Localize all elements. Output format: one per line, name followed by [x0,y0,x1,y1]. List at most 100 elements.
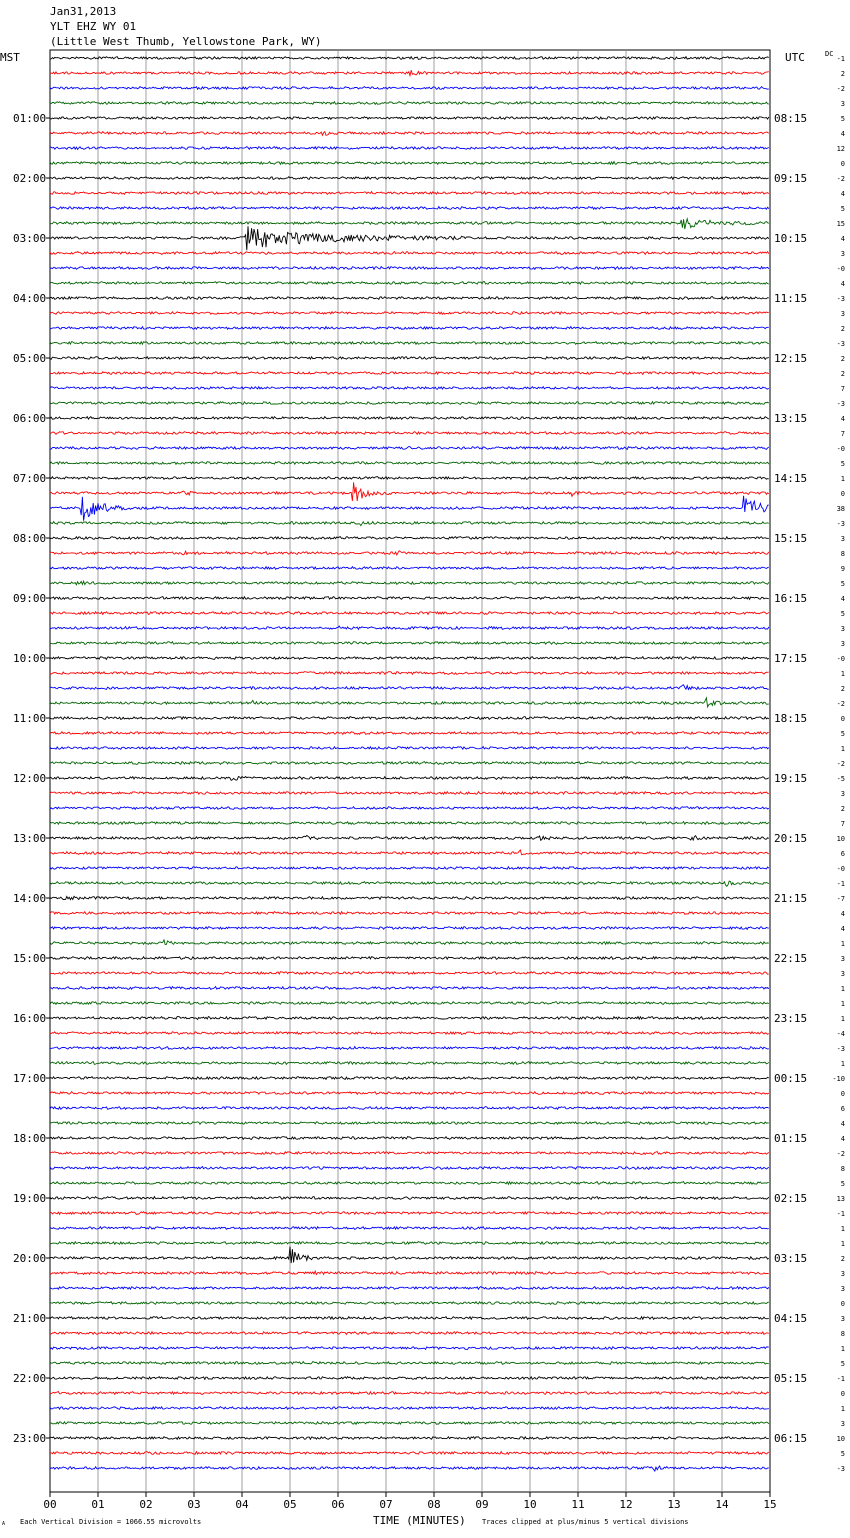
dc-offset-label: 4 [841,280,845,288]
seismic-trace-line [49,280,769,286]
right-hour-label: 04:15 [774,1312,807,1325]
right-hour-label: 03:15 [774,1252,807,1265]
dc-offset-label: -3 [837,400,845,408]
dc-offset-label: 7 [841,820,845,828]
seismic-trace-line [49,715,770,721]
dc-offset-label: 0 [841,1090,845,1098]
dc-offset-label: 4 [841,235,845,243]
dc-offset-label: 1 [841,940,845,948]
seismic-trace-line [49,640,770,646]
dc-offset-label: -10 [832,1075,845,1083]
dc-offset-label: 1 [841,745,845,753]
dc-offset-label: 3 [841,970,845,978]
seismic-trace-line [49,1180,769,1186]
seismic-trace-line [49,160,769,166]
seismic-trace-line [49,115,770,121]
footer-scale-note: Each Vertical Division = 1066.55 microvo… [20,1518,201,1526]
dc-offset-label: 6 [841,850,845,858]
dc-offset-label: 5 [841,730,845,738]
dc-offset-label: 1 [841,670,845,678]
seismic-trace-line [49,475,769,481]
seismic-trace-line [49,970,769,976]
left-hour-label: 15:00 [13,952,46,965]
x-tick-label: 10 [523,1498,536,1511]
seismic-trace-line [49,265,770,271]
left-hour-label: 18:00 [13,1132,46,1145]
left-hour-label: 01:00 [13,112,46,125]
seismic-trace-line [49,100,769,106]
x-tick-label: 12 [619,1498,632,1511]
x-tick-label: 01 [91,1498,104,1511]
left-hour-label: 13:00 [13,832,46,845]
left-hour-label: 04:00 [13,292,46,305]
seismic-trace-line [49,325,769,331]
seismic-trace-line [50,1450,770,1456]
seismic-trace-line [49,385,770,391]
x-tick-label: 09 [475,1498,488,1511]
seismic-trace-line [49,1405,769,1411]
seismic-trace-line [49,1195,770,1201]
x-tick-label: 11 [571,1498,584,1511]
seismic-trace-line [49,684,769,691]
seismic-trace-line [50,1210,769,1216]
right-hour-label: 09:15 [774,172,807,185]
seismic-trace-line [49,760,769,766]
right-hour-label: 23:15 [774,1012,807,1025]
left-hour-label: 12:00 [13,772,46,785]
left-hour-label: 19:00 [13,1192,46,1205]
dc-label: DC [825,50,833,58]
seismic-trace-line [49,226,770,251]
dc-offset-label: 7 [841,385,845,393]
dc-offset-label: 1 [841,1405,845,1413]
seismic-trace-line [49,565,769,570]
dc-offset-label: 0 [841,715,845,723]
seismic-trace-line [49,495,769,521]
seismic-trace-line [49,1269,769,1276]
dc-offset-label: 8 [841,1165,845,1173]
left-hour-label: 02:00 [13,172,46,185]
seismic-trace-line [49,1435,769,1441]
seismic-trace-line [49,1285,770,1291]
seismic-trace-line [49,1240,769,1246]
seismic-trace-line [50,985,770,991]
dc-offset-label: -0 [837,265,845,273]
dc-offset-label: -0 [837,865,845,873]
seismic-trace-line [49,1165,770,1171]
left-hour-label: 11:00 [13,712,46,725]
dc-offset-label: -5 [837,775,845,783]
dc-offset-label: 1 [841,1015,845,1023]
dc-offset-label: -3 [837,1465,845,1473]
dc-offset-label: -2 [837,1150,845,1158]
dc-offset-label: -3 [837,1045,845,1053]
dc-offset-label: 4 [841,130,845,138]
seismic-trace-line [49,370,770,376]
seismic-trace-line [49,880,770,887]
right-hour-label: 10:15 [774,232,807,245]
x-axis-title: TIME (MINUTES) [373,1514,466,1527]
right-hour-label: 16:15 [774,592,807,605]
dc-offset-label: 3 [841,1285,845,1293]
dc-offset-label: -2 [837,700,845,708]
seismic-trace-line [49,460,770,466]
seismic-trace-line [49,130,770,137]
record-date: Jan31,2013 [50,5,117,18]
dc-offset-label: 9 [841,565,845,573]
dc-offset-label: -0 [837,445,845,453]
dc-offset-label: 1 [841,1000,845,1008]
dc-offset-label: 3 [841,310,845,318]
dc-offset-label: 4 [841,925,845,933]
x-tick-label: 13 [667,1498,680,1511]
seismic-trace-line [49,670,769,676]
plot-frame [49,49,771,1493]
right-hour-label: 15:15 [774,532,807,545]
x-tick-label: 02 [139,1498,152,1511]
seismic-trace-line [49,820,770,826]
right-hour-label: 02:15 [774,1192,807,1205]
right-hour-label: 17:15 [774,652,807,665]
dc-offset-label: 3 [841,1315,845,1323]
dc-offset-label: -1 [837,1375,845,1383]
dc-offset-label: -2 [837,85,845,93]
dc-offset-label: 3 [841,250,845,258]
x-tick-label: 03 [187,1498,200,1511]
dc-offset-label: -2 [837,760,845,768]
